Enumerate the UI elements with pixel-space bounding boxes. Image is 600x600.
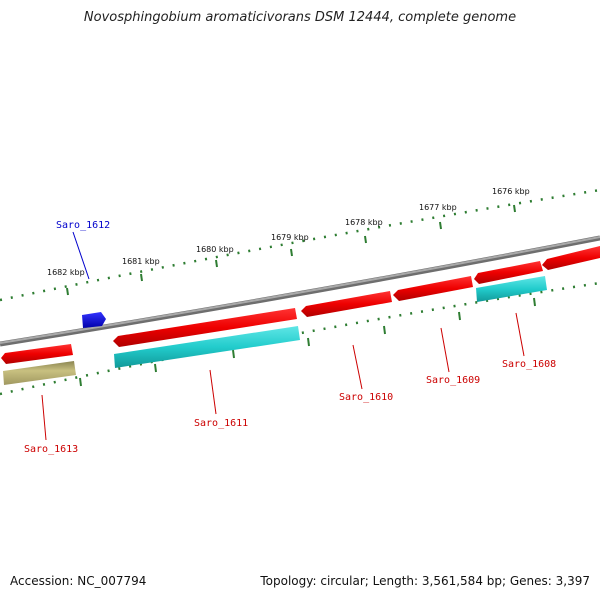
leader-saro-1610	[352, 344, 363, 390]
major-tick	[215, 259, 218, 268]
inner-ruler	[0, 281, 600, 396]
leader-saro-1612	[72, 231, 90, 280]
ruler-label: 1679 kbp	[271, 233, 309, 242]
outer-ruler	[0, 188, 600, 302]
cds-feature	[1, 344, 73, 364]
gene-label-saro-1609[interactable]: Saro_1609	[426, 375, 480, 386]
major-tick	[533, 297, 536, 307]
gene-saro-1612[interactable]	[82, 312, 106, 328]
cds-feature	[301, 291, 392, 317]
ruler-label: 1677 kbp	[419, 203, 457, 212]
ruler-label: 1682 kbp	[47, 268, 85, 277]
leader-saro-1613	[41, 394, 47, 441]
rna-track	[114, 276, 547, 368]
accession-text: Accession: NC_007794	[10, 574, 147, 588]
major-tick	[364, 235, 367, 244]
genome-backbone	[0, 235, 600, 347]
gene-labels: Saro_1612 Saro_1613 Saro_1611 Saro_1610 …	[24, 220, 556, 455]
major-tick	[458, 311, 461, 321]
cds-track	[1, 246, 600, 364]
major-tick	[383, 325, 386, 335]
major-tick	[79, 377, 82, 387]
label-leaders	[41, 231, 525, 441]
rna-feature	[476, 276, 547, 302]
major-tick	[290, 248, 293, 257]
genome-summary-text: Topology: circular; Length: 3,561,584 bp…	[260, 574, 590, 588]
inner-ruler-ticks	[0, 281, 600, 396]
cds-feature	[474, 261, 543, 284]
ruler-labels: 1682 kbp 1681 kbp 1680 kbp 1679 kbp 1678…	[47, 187, 530, 277]
gene-label-saro-1613[interactable]: Saro_1613	[24, 444, 78, 455]
ruler-label: 1680 kbp	[196, 245, 234, 254]
leader-saro-1609	[440, 327, 450, 373]
major-tick	[154, 363, 157, 373]
major-tick	[140, 273, 143, 282]
misc-feature	[3, 361, 76, 385]
gene-label-saro-1612[interactable]: Saro_1612	[56, 220, 110, 231]
gene-label-saro-1611[interactable]: Saro_1611	[194, 418, 248, 429]
major-tick	[513, 204, 516, 213]
cds-feature	[113, 308, 297, 347]
major-tick	[307, 337, 310, 347]
gene-label-saro-1608[interactable]: Saro_1608	[502, 359, 556, 370]
ruler-label: 1681 kbp	[122, 257, 160, 266]
leader-saro-1611	[209, 369, 217, 415]
leader-saro-1608	[515, 312, 525, 357]
ruler-label: 1676 kbp	[492, 187, 530, 196]
cds-feature	[542, 246, 600, 270]
rna-feature	[114, 326, 300, 368]
gene-label-saro-1610[interactable]: Saro_1610	[339, 392, 393, 403]
major-tick	[66, 287, 69, 296]
genome-title: Novosphingobium aromaticivorans DSM 1244…	[83, 10, 517, 25]
major-tick	[232, 349, 235, 359]
major-tick	[439, 221, 442, 230]
cds-feature	[393, 276, 473, 301]
ruler-label: 1678 kbp	[345, 218, 383, 227]
backbone-highlight	[0, 236, 600, 344]
